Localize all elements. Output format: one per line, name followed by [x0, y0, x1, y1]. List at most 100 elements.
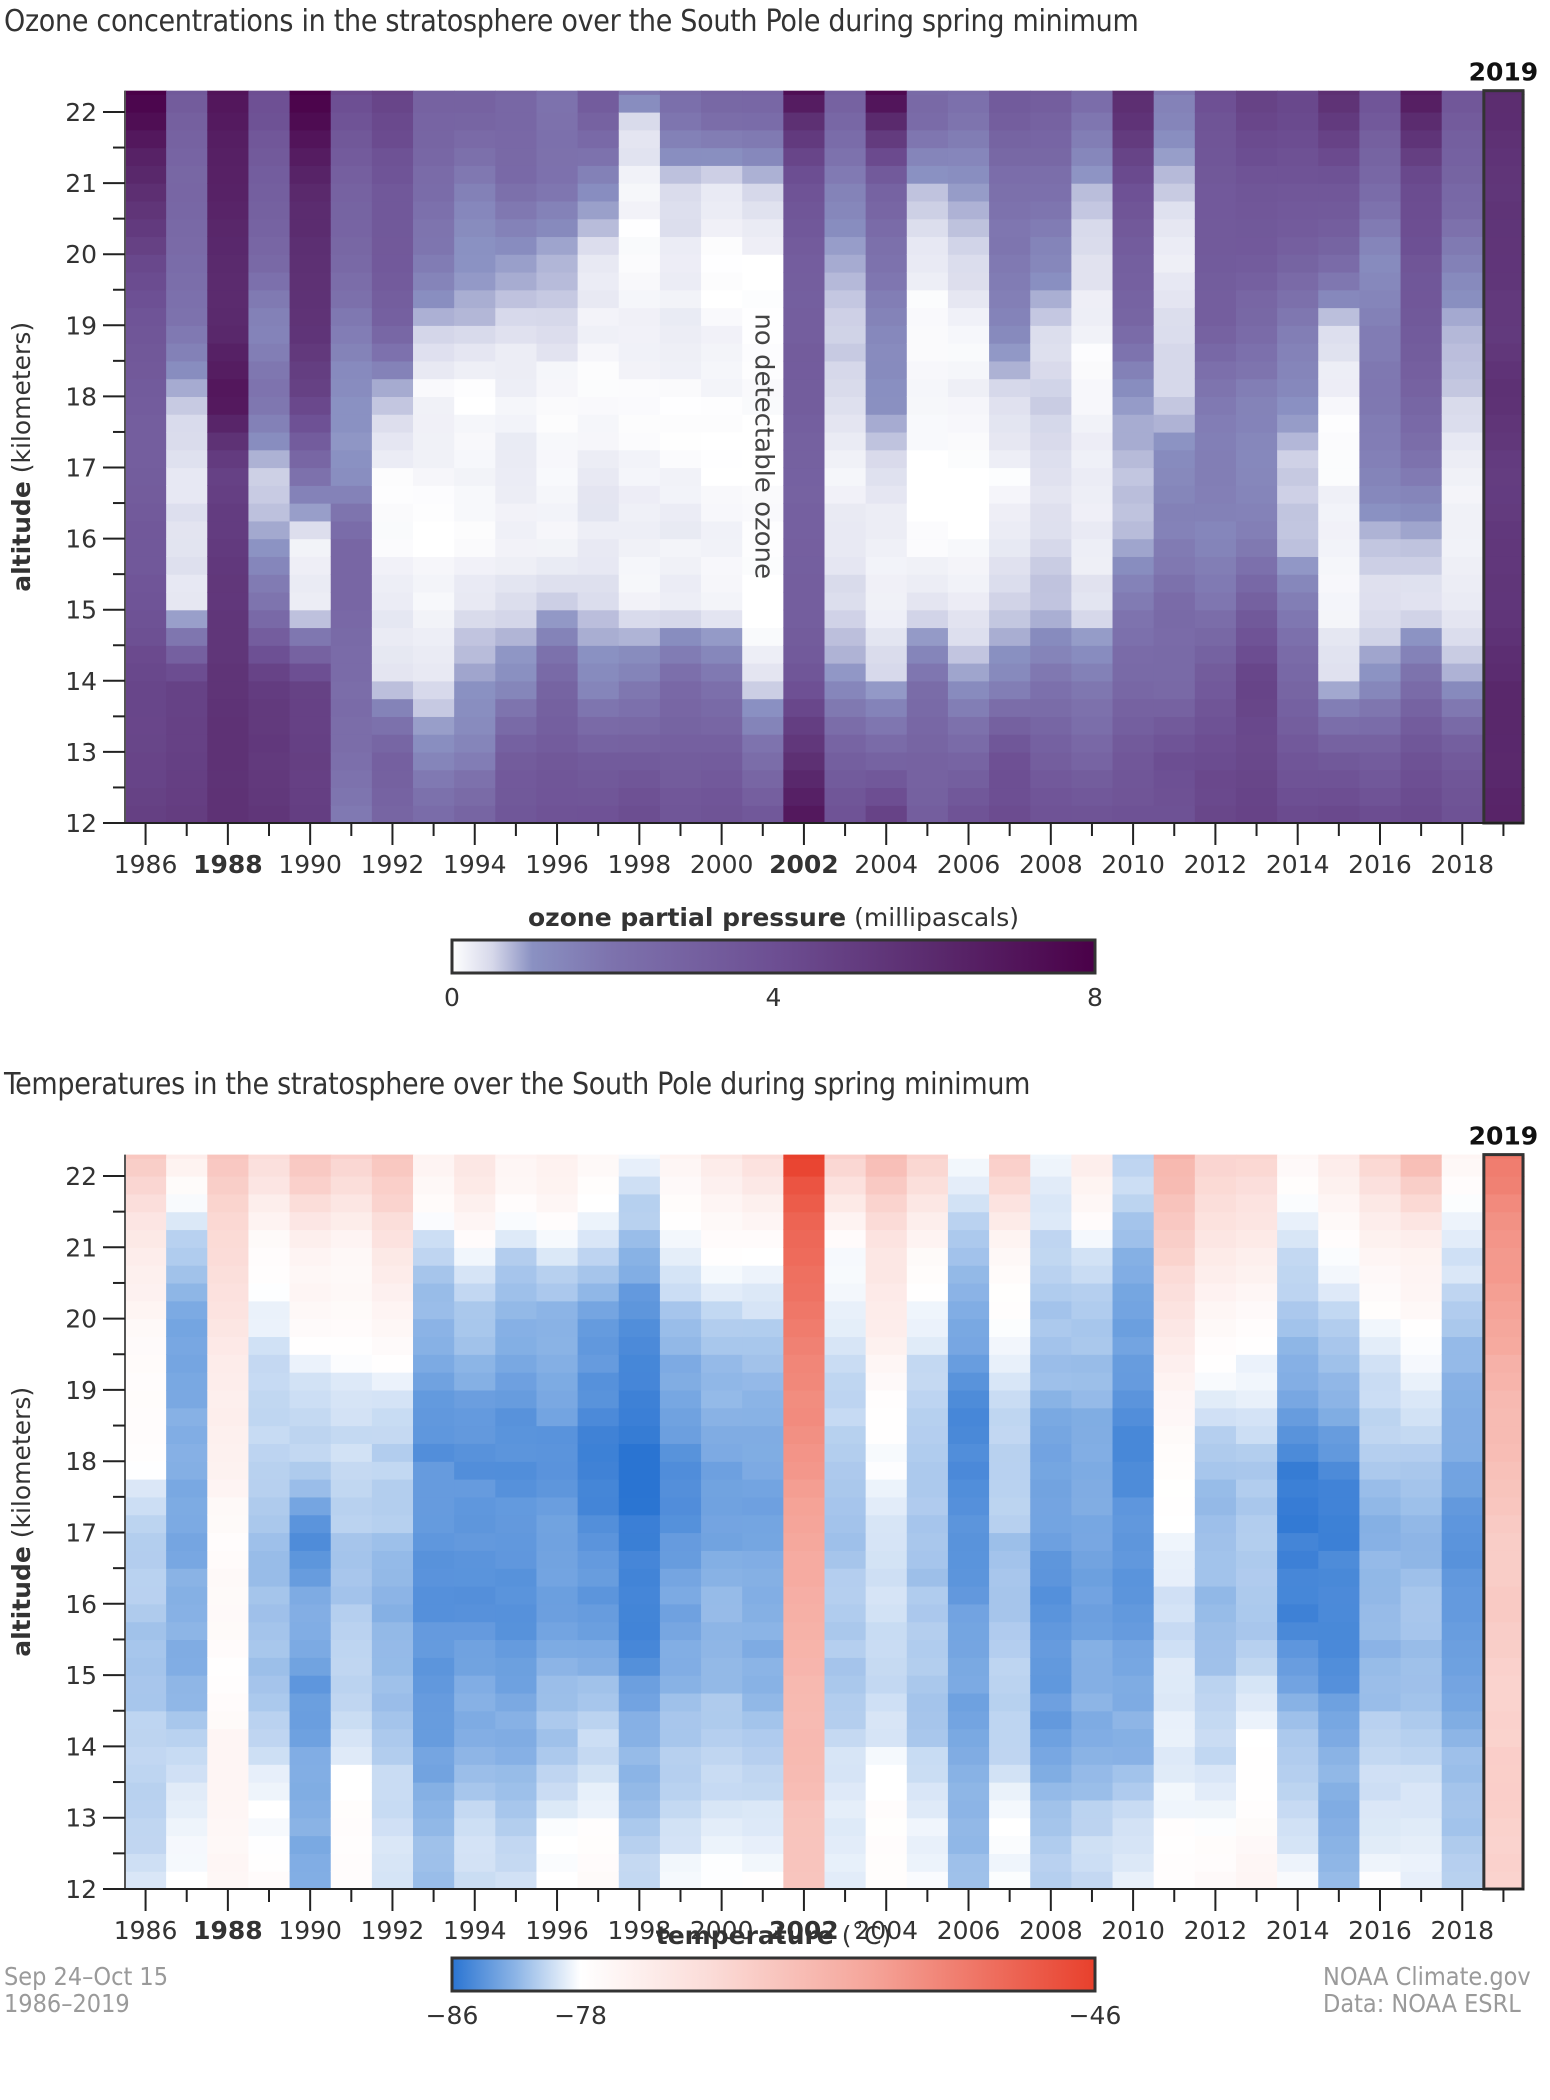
heatmap-cell: [166, 289, 208, 309]
heatmap-cell: [659, 1318, 702, 1338]
heatmap-cell: [824, 787, 867, 806]
heatmap-cell: [413, 218, 455, 238]
heatmap-cell: [577, 609, 620, 629]
heatmap-cell: [577, 1728, 620, 1747]
heatmap-cell: [413, 1799, 455, 1819]
heatmap-cell: [1482, 1764, 1525, 1783]
heatmap-cell: [207, 485, 250, 504]
heatmap-cell: [495, 1425, 538, 1444]
heatmap-cell: [1030, 680, 1072, 700]
heatmap-cell: [947, 1692, 990, 1712]
heatmap-cell: [1400, 1154, 1443, 1159]
heatmap-cell: [865, 1372, 908, 1391]
heatmap-cell: [1318, 627, 1361, 646]
heatmap-cell: [1359, 1496, 1402, 1516]
heatmap-cell: [947, 680, 990, 700]
heatmap-cell: [1071, 1799, 1114, 1819]
heatmap-cell: [1400, 200, 1443, 220]
heatmap-cell: [1482, 1799, 1525, 1819]
heatmap-cell: [1235, 645, 1278, 664]
heatmap-cell: [742, 467, 784, 486]
heatmap-cell: [865, 1389, 908, 1409]
heatmap-cell: [783, 645, 826, 664]
heatmap-cell: [618, 1425, 661, 1444]
heatmap-cell: [1030, 663, 1072, 682]
heatmap-cell: [454, 271, 496, 291]
heatmap-cell: [289, 1158, 332, 1177]
heatmap-cell: [1194, 556, 1237, 575]
heatmap-cell: [454, 360, 496, 380]
heatmap-cell: [125, 1764, 167, 1783]
heatmap-cell: [166, 1300, 208, 1320]
y-tick-label: 17: [65, 1519, 97, 1548]
heatmap-cell: [701, 307, 743, 326]
heatmap-cell: [1153, 183, 1196, 202]
heatmap-cell: [1112, 1300, 1155, 1320]
heatmap-cell: [1400, 1407, 1443, 1427]
heatmap-cell: [824, 414, 867, 433]
heatmap-cell: [371, 1799, 414, 1819]
heatmap-cell: [413, 271, 455, 291]
heatmap-cell: [701, 1229, 743, 1248]
year-column-1991: [330, 1154, 373, 1890]
heatmap-cell: [1318, 129, 1361, 149]
heatmap-cell: [495, 645, 538, 664]
heatmap-cell: [824, 680, 867, 700]
heatmap-cell: [248, 343, 291, 362]
heatmap-cell: [536, 396, 579, 415]
heatmap-cell: [1071, 734, 1114, 753]
heatmap-cell: [1441, 165, 1484, 184]
heatmap-cell: [577, 520, 620, 540]
year-column-1999: [659, 1154, 702, 1890]
heatmap-cell: [1482, 1585, 1525, 1605]
heatmap-cell: [783, 609, 826, 629]
year-column-2014: [1277, 90, 1319, 824]
heatmap-cell: [618, 1354, 661, 1373]
heatmap-cell: [1359, 1193, 1402, 1213]
heatmap-cell: [371, 1425, 414, 1444]
heatmap-cell: [207, 1461, 250, 1480]
heatmap-cell: [659, 503, 702, 522]
heatmap-cell: [1441, 1550, 1484, 1569]
heatmap-cell: [1441, 1782, 1484, 1801]
heatmap-cell: [824, 165, 867, 184]
x-tick-label: 2004: [854, 850, 918, 879]
heatmap-cell: [371, 1229, 414, 1248]
heatmap-cell: [1112, 360, 1155, 380]
heatmap-cell: [906, 805, 949, 824]
heatmap-cell: [1441, 663, 1484, 682]
heatmap-cell: [413, 1853, 455, 1872]
heatmap-cell: [207, 627, 250, 646]
heatmap-cell: [371, 200, 414, 220]
heatmap-cell: [577, 627, 620, 646]
heatmap-cell: [166, 1176, 208, 1195]
heatmap-cell: [906, 325, 949, 344]
colorbar-label-unit: (millipascals): [846, 903, 1019, 932]
heatmap-cell: [330, 1158, 373, 1177]
heatmap-cell: [1400, 520, 1443, 540]
heatmap-cell: [989, 1621, 1031, 1641]
heatmap-cell: [783, 1336, 826, 1355]
heatmap-cell: [947, 1336, 990, 1355]
heatmap-cell: [289, 1443, 332, 1462]
heatmap-cell: [906, 1817, 949, 1837]
heatmap-cell: [1441, 1532, 1484, 1551]
heatmap-cell: [248, 751, 291, 771]
heatmap-cell: [1400, 129, 1443, 149]
heatmap-cell: [495, 378, 538, 397]
heatmap-cell: [248, 218, 291, 238]
heatmap-cell: [1359, 254, 1402, 273]
heatmap-cell: [1194, 609, 1237, 629]
heatmap-cell: [1030, 200, 1072, 220]
heatmap-cell: [947, 591, 990, 611]
heatmap-cell: [1071, 1479, 1114, 1498]
heatmap-cell: [1030, 1657, 1072, 1676]
heatmap-cell: [207, 591, 250, 611]
heatmap-cell: [989, 1835, 1031, 1854]
heatmap-cell: [865, 1443, 908, 1462]
heatmap-cell: [577, 1372, 620, 1391]
heatmap-cell: [125, 663, 167, 682]
heatmap-cell: [1318, 1229, 1361, 1248]
heatmap-cell: [906, 751, 949, 771]
heatmap-cell: [618, 271, 661, 291]
